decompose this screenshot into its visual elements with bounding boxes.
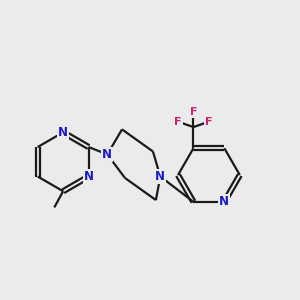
Text: N: N (219, 195, 229, 208)
Text: F: F (205, 117, 212, 127)
Text: N: N (155, 170, 165, 183)
Text: N: N (84, 170, 94, 183)
Text: F: F (174, 117, 182, 127)
Text: F: F (190, 107, 197, 117)
Text: N: N (58, 126, 68, 139)
Text: N: N (102, 148, 112, 161)
